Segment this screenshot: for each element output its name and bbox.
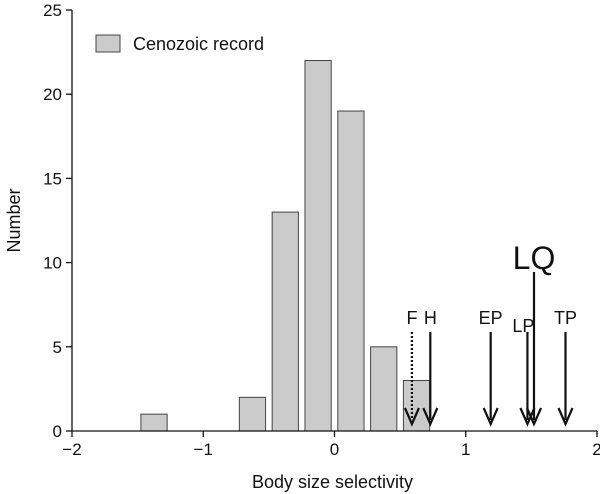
bar-0: [140, 413, 168, 432]
arrow-head: [519, 407, 536, 427]
bar-3: [304, 60, 332, 432]
bar-5: [370, 346, 398, 432]
arrow-head: [403, 407, 420, 427]
legend: Cenozoic record: [95, 34, 264, 54]
marker-lp: LP: [512, 316, 536, 427]
x-tick-label: 1: [461, 440, 470, 459]
y-tick-label: 0: [53, 422, 62, 441]
bar-6: [402, 379, 431, 432]
x-axis-title: Body size selectivity: [252, 472, 413, 492]
marker-label: H: [424, 308, 437, 328]
y-tick-label: 10: [43, 254, 62, 273]
x-tick-label: −2: [62, 440, 81, 459]
marker-label: TP: [554, 308, 577, 328]
marker-label: EP: [479, 308, 503, 328]
y-tick-label: 20: [43, 85, 62, 104]
y-axis-title: Number: [4, 188, 24, 252]
arrow-head: [557, 407, 574, 427]
y-tick-label: 15: [43, 169, 62, 188]
x-tick-label: 2: [592, 440, 600, 459]
marker-label: LQ: [513, 240, 556, 276]
y-tick-label: 25: [43, 1, 62, 20]
marker-label: LP: [512, 316, 534, 336]
bar-1: [238, 396, 267, 432]
bars-layer: [140, 60, 431, 432]
bar-4: [337, 110, 365, 432]
x-tick-label: 0: [330, 440, 339, 459]
marker-ep: EP: [479, 308, 503, 427]
marker-tp: TP: [554, 308, 577, 427]
legend-label: Cenozoic record: [133, 34, 264, 54]
legend-swatch: [95, 34, 121, 53]
arrow-head: [525, 407, 543, 427]
y-tick-label: 5: [53, 338, 62, 357]
marker-h: H: [422, 308, 439, 427]
marker-label: F: [406, 308, 417, 328]
bar-2: [271, 211, 299, 432]
arrow-head: [422, 407, 439, 427]
annotations-layer: F H EP LP LQ TP: [403, 240, 577, 427]
x-tick-label: −1: [194, 440, 213, 459]
marker-f: F: [403, 308, 420, 427]
arrow-head: [482, 407, 499, 427]
marker-lq: LQ: [513, 240, 556, 427]
